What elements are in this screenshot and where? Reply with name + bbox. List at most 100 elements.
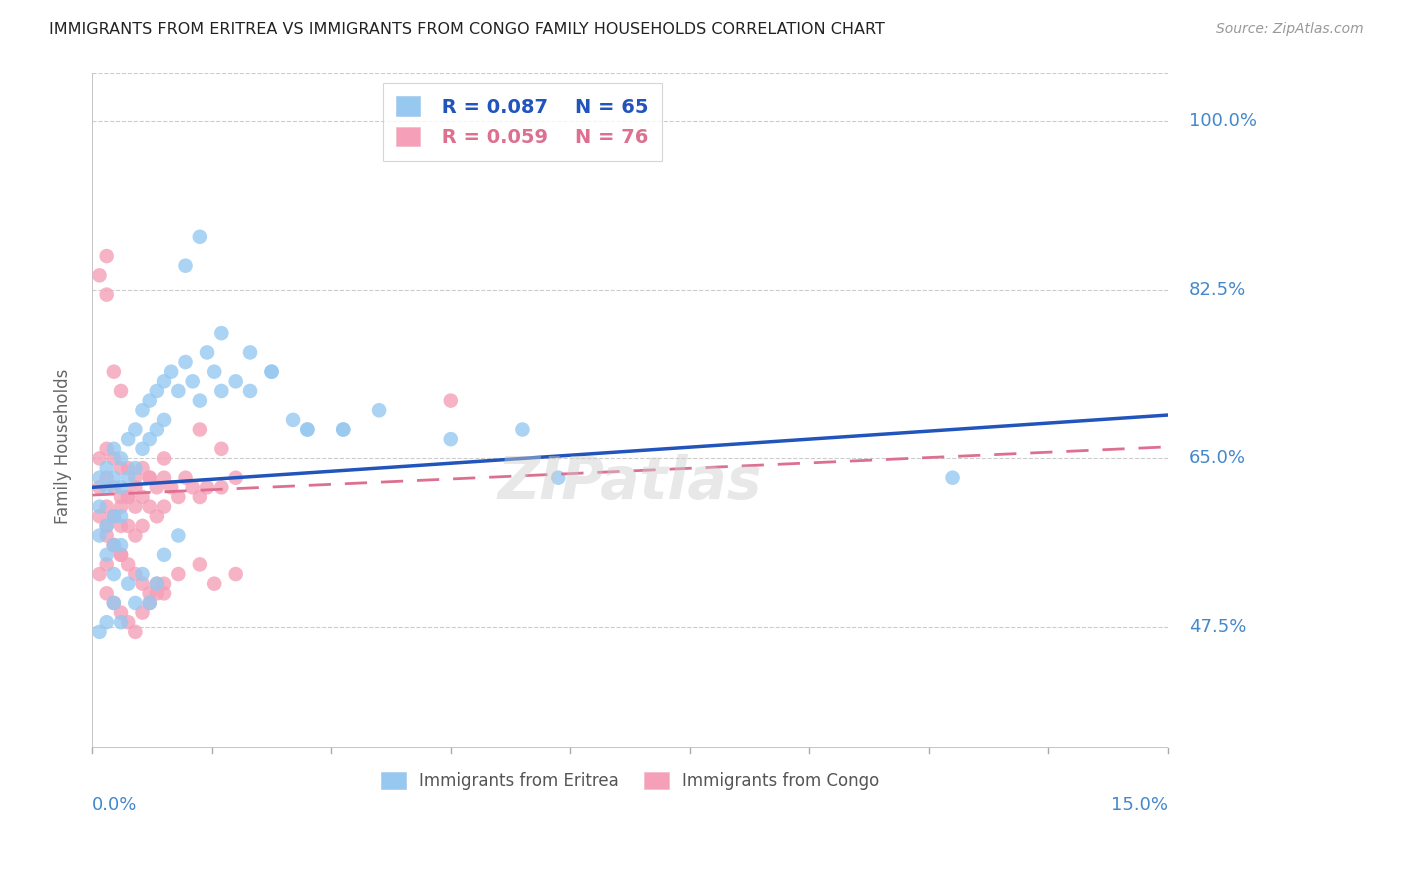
Point bbox=[167, 567, 190, 582]
Point bbox=[440, 393, 463, 408]
Point bbox=[96, 461, 118, 475]
Point bbox=[89, 480, 111, 494]
Point bbox=[124, 624, 146, 639]
Point bbox=[124, 471, 146, 485]
Point bbox=[146, 480, 169, 494]
Point bbox=[138, 596, 160, 610]
Point bbox=[239, 345, 262, 359]
Point bbox=[239, 384, 262, 398]
Point bbox=[153, 451, 176, 466]
Point bbox=[96, 249, 118, 263]
Point bbox=[131, 461, 153, 475]
Text: 82.5%: 82.5% bbox=[1189, 281, 1246, 299]
Point bbox=[110, 384, 132, 398]
Point bbox=[225, 471, 247, 485]
Point bbox=[103, 538, 125, 552]
Point bbox=[117, 558, 139, 572]
Point bbox=[124, 480, 146, 494]
Point bbox=[174, 471, 197, 485]
Point bbox=[188, 229, 211, 244]
Point bbox=[96, 500, 118, 514]
Point bbox=[440, 432, 463, 446]
Point bbox=[260, 365, 283, 379]
Point bbox=[103, 509, 125, 524]
Point bbox=[202, 576, 225, 591]
Point bbox=[131, 567, 153, 582]
Point bbox=[188, 490, 211, 504]
Point bbox=[103, 442, 125, 456]
Point bbox=[942, 471, 965, 485]
Point bbox=[138, 596, 160, 610]
Point bbox=[117, 615, 139, 630]
Point bbox=[188, 423, 211, 437]
Point bbox=[103, 567, 125, 582]
Point bbox=[146, 423, 169, 437]
Point bbox=[138, 471, 160, 485]
Point bbox=[89, 500, 111, 514]
Point bbox=[131, 442, 153, 456]
Point bbox=[103, 538, 125, 552]
Point bbox=[89, 471, 111, 485]
Point bbox=[124, 500, 146, 514]
Point bbox=[131, 403, 153, 417]
Point bbox=[110, 500, 132, 514]
Point bbox=[117, 490, 139, 504]
Point bbox=[110, 548, 132, 562]
Text: IMMIGRANTS FROM ERITREA VS IMMIGRANTS FROM CONGO FAMILY HOUSEHOLDS CORRELATION C: IMMIGRANTS FROM ERITREA VS IMMIGRANTS FR… bbox=[49, 22, 886, 37]
Point bbox=[117, 519, 139, 533]
Point bbox=[103, 480, 125, 494]
Point bbox=[110, 519, 132, 533]
Point bbox=[225, 567, 247, 582]
Point bbox=[124, 528, 146, 542]
Point bbox=[124, 596, 146, 610]
Point bbox=[138, 471, 160, 485]
Point bbox=[297, 423, 319, 437]
Text: 0.0%: 0.0% bbox=[93, 796, 138, 814]
Point bbox=[131, 519, 153, 533]
Point bbox=[96, 442, 118, 456]
Point bbox=[209, 384, 232, 398]
Point bbox=[124, 461, 146, 475]
Point bbox=[103, 596, 125, 610]
Point bbox=[512, 423, 534, 437]
Point bbox=[96, 615, 118, 630]
Point bbox=[110, 606, 132, 620]
Point bbox=[89, 451, 111, 466]
Point bbox=[209, 326, 232, 340]
Point bbox=[89, 268, 111, 283]
Point bbox=[146, 586, 169, 600]
Point bbox=[332, 423, 354, 437]
Point bbox=[209, 442, 232, 456]
Point bbox=[181, 480, 204, 494]
Point bbox=[160, 365, 183, 379]
Point bbox=[103, 538, 125, 552]
Point bbox=[96, 480, 118, 494]
Point bbox=[110, 538, 132, 552]
Point bbox=[96, 586, 118, 600]
Point bbox=[89, 567, 111, 582]
Text: 65.0%: 65.0% bbox=[1189, 450, 1246, 467]
Point bbox=[124, 567, 146, 582]
Point bbox=[103, 471, 125, 485]
Point bbox=[167, 490, 190, 504]
Point bbox=[138, 432, 160, 446]
Text: 100.0%: 100.0% bbox=[1189, 112, 1257, 130]
Point bbox=[117, 432, 139, 446]
Point bbox=[153, 576, 176, 591]
Point bbox=[103, 365, 125, 379]
Point bbox=[117, 461, 139, 475]
Point bbox=[131, 606, 153, 620]
Point bbox=[103, 509, 125, 524]
Point bbox=[117, 471, 139, 485]
Point bbox=[260, 365, 283, 379]
Point bbox=[138, 586, 160, 600]
Point bbox=[110, 480, 132, 494]
Point bbox=[281, 413, 304, 427]
Point bbox=[167, 384, 190, 398]
Point bbox=[153, 375, 176, 389]
Point bbox=[96, 287, 118, 301]
Point bbox=[195, 480, 218, 494]
Point bbox=[110, 615, 132, 630]
Point bbox=[368, 403, 391, 417]
Point bbox=[110, 461, 132, 475]
